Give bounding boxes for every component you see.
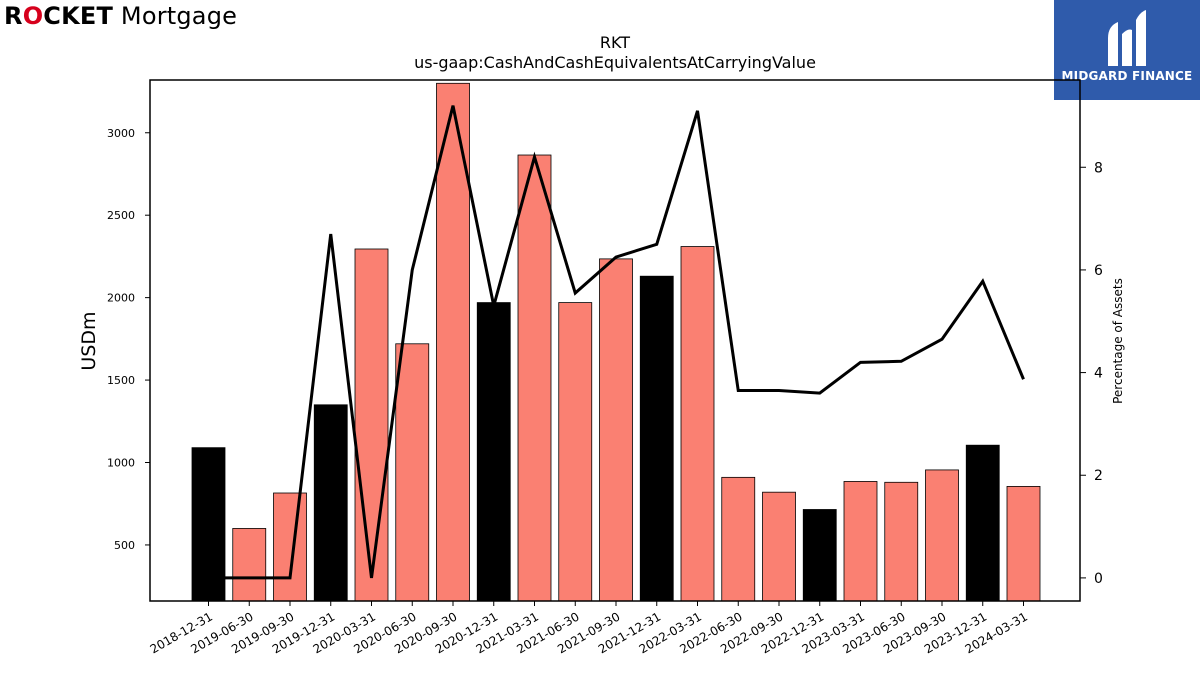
y2-axis-label: Percentage of Assets <box>1111 278 1125 404</box>
bar <box>476 302 511 601</box>
y2-tick-label: 4 <box>1094 366 1103 382</box>
midgard-finance-text: MIDGARD FINANCE <box>1061 69 1193 83</box>
bar <box>884 481 919 601</box>
bar <box>721 476 756 601</box>
y-tick-label: 1000 <box>107 457 135 470</box>
bar <box>436 82 470 601</box>
bar <box>680 246 715 601</box>
bar <box>232 528 267 601</box>
bar <box>925 469 959 601</box>
chart-subtitle: us-gaap:CashAndCashEquivalentsAtCarrying… <box>414 53 816 72</box>
y-tick-label: 500 <box>114 539 135 552</box>
bar <box>273 492 307 601</box>
bar <box>354 248 389 601</box>
midgard-finance-logo: MIDGARD FINANCE <box>1054 0 1200 100</box>
y-tick-label: 2500 <box>107 209 135 222</box>
bar <box>802 509 837 601</box>
bar <box>191 447 226 601</box>
y2-tick-label: 8 <box>1094 160 1103 176</box>
y-tick-label: 3000 <box>107 127 135 140</box>
percent-of-assets-line <box>208 105 1025 580</box>
y2-tick-label: 0 <box>1094 571 1103 587</box>
bar <box>639 275 674 601</box>
rocket-mortgage-logo: ROCKET Mortgage <box>4 2 238 30</box>
bar <box>395 343 430 601</box>
y2-tick-label: 2 <box>1094 468 1103 484</box>
bar <box>599 258 633 601</box>
midgard-mark-icon <box>1108 10 1146 66</box>
bar <box>1006 486 1041 601</box>
bar <box>965 444 1000 601</box>
plot-frame <box>149 79 1081 602</box>
y-tick-label: 1500 <box>107 374 135 387</box>
bar <box>843 481 878 601</box>
y-tick-label: 2000 <box>107 292 135 305</box>
bar <box>762 491 796 601</box>
bar <box>313 404 348 601</box>
bar <box>517 154 552 601</box>
y-axis-label: USDm <box>78 311 100 370</box>
y2-tick-label: 6 <box>1094 263 1103 279</box>
bar <box>558 302 593 601</box>
chart-title: RKT <box>600 33 630 52</box>
